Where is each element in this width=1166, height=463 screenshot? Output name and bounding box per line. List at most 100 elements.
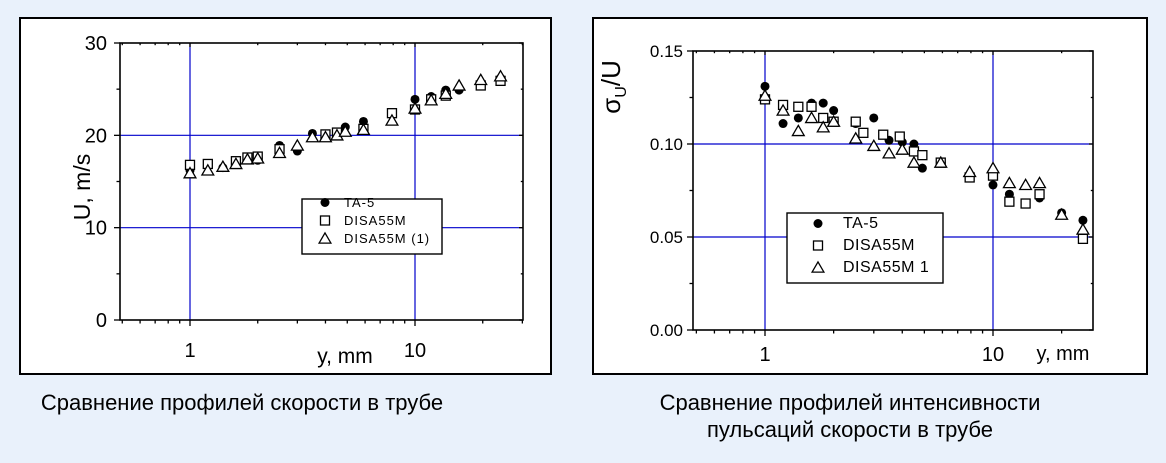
legend-label: TA-5 [344, 195, 375, 210]
data-point [757, 88, 773, 101]
data-point [806, 101, 817, 112]
y-axis-title: σU/U [596, 60, 630, 114]
data-point [793, 113, 803, 123]
data-point [1054, 207, 1069, 220]
data-point [1004, 189, 1014, 199]
legend-marker [813, 219, 823, 228]
y-tick-label: 10 [85, 218, 107, 240]
velocity-chart-panel: TA-5 DISA55M DISA55M (1) 1 10 0 10 20 30 y, mm U, … [19, 17, 552, 375]
data-point [818, 98, 828, 108]
data-point [962, 165, 977, 178]
data-point [858, 127, 869, 138]
data-point [438, 86, 453, 100]
data-point [410, 94, 420, 104]
legend: TA-5 DISA55M DISA55M 1 [786, 212, 944, 284]
data-point [493, 69, 508, 82]
data-point [908, 146, 920, 157]
y-tick-label: 0.00 [650, 321, 683, 340]
velocity-chart: TA-5 DISA55M DISA55M (1) 1 10 0 10 20 30 y, mm U, … [69, 33, 524, 368]
x-tick-label: 10 [404, 340, 426, 362]
data-point [1018, 178, 1033, 191]
data-point [407, 101, 423, 114]
caption-line: Сравнение профилей интенсивности [659, 390, 1041, 415]
data-point [290, 138, 305, 151]
x-tick-label: 10 [982, 344, 1004, 366]
data-point [866, 138, 881, 152]
caption-line: Сравнение профилей скорости в трубе [40, 390, 444, 415]
data-point [829, 106, 839, 116]
data-point [804, 111, 819, 124]
legend-marker [319, 215, 331, 226]
plot-frame [692, 50, 1094, 331]
intensity-chart-panel: TA-5 DISA55M DISA55M 1 1 10 0.00 0.05 0.10 0.15 y… [592, 17, 1148, 375]
data-point [909, 139, 919, 149]
data-point [250, 151, 265, 164]
x-tick-label: 1 [759, 344, 770, 366]
y-tick-label: 0.10 [650, 135, 683, 154]
legend: TA-5 DISA55M DISA55M (1) [301, 195, 443, 255]
data-point [816, 120, 831, 133]
legend-label: TA-5 [843, 215, 878, 232]
data-point [384, 113, 399, 126]
data-point [1078, 215, 1088, 225]
y-tick-label: 20 [85, 125, 107, 147]
caption-line: пульсаций скорости в трубе [706, 417, 993, 442]
data-point [895, 142, 910, 155]
data-point [338, 124, 353, 137]
data-point [869, 113, 879, 123]
legend-label: DISA55M [843, 237, 915, 254]
series-disa55m-1 [757, 88, 1090, 235]
data-point [878, 129, 889, 140]
x-axis-title: y, mm [317, 345, 373, 368]
legend-label: DISA55M 1 [843, 259, 929, 276]
data-point [272, 145, 287, 159]
x-tick-label: 1 [184, 340, 195, 362]
axis-ticks [114, 42, 524, 326]
data-point [200, 163, 215, 176]
data-point [882, 146, 897, 159]
legend-marker [810, 260, 826, 273]
data-point [933, 155, 948, 168]
data-point [826, 114, 841, 127]
legend-marker [812, 240, 824, 251]
data-point [1034, 189, 1045, 200]
x-axis-title: y, mm [1037, 343, 1090, 365]
data-point [1075, 222, 1090, 235]
data-point [215, 159, 230, 172]
data-point [776, 103, 791, 116]
data-point [228, 157, 243, 170]
data-point [1004, 196, 1015, 207]
legend-marker [320, 198, 330, 207]
data-point [1077, 233, 1089, 245]
data-point [850, 116, 861, 127]
data-point [906, 155, 921, 168]
data-point [793, 101, 804, 112]
intensity-chart-caption: Сравнение профилей интенсивности пульсац… [592, 389, 1108, 443]
data-point [894, 131, 905, 142]
y-axis-title: U, m/s [69, 154, 95, 220]
legend-box [301, 198, 443, 255]
y-tick-label: 0.05 [650, 228, 683, 247]
y-tick-label: 30 [85, 33, 107, 55]
data-point [760, 81, 770, 91]
data-point [917, 163, 927, 173]
data-point [1020, 198, 1031, 209]
data-point [778, 119, 788, 129]
plot-frame [119, 42, 524, 321]
data-point [917, 150, 928, 161]
data-point [1002, 176, 1017, 189]
legend-label: DISA55M (1) [344, 231, 430, 246]
y-tick-label: 0.15 [650, 42, 683, 61]
data-point [182, 166, 198, 179]
data-point [424, 93, 439, 106]
data-point [305, 130, 320, 143]
data-point [791, 124, 806, 137]
series-disa55m-1- [182, 69, 508, 179]
velocity-chart-caption: Сравнение профилей скорости в трубе [2, 389, 482, 416]
data-point [240, 152, 255, 165]
data-point [473, 73, 488, 86]
legend-marker [317, 231, 333, 244]
data-point [1032, 176, 1047, 189]
data-point [848, 131, 863, 144]
